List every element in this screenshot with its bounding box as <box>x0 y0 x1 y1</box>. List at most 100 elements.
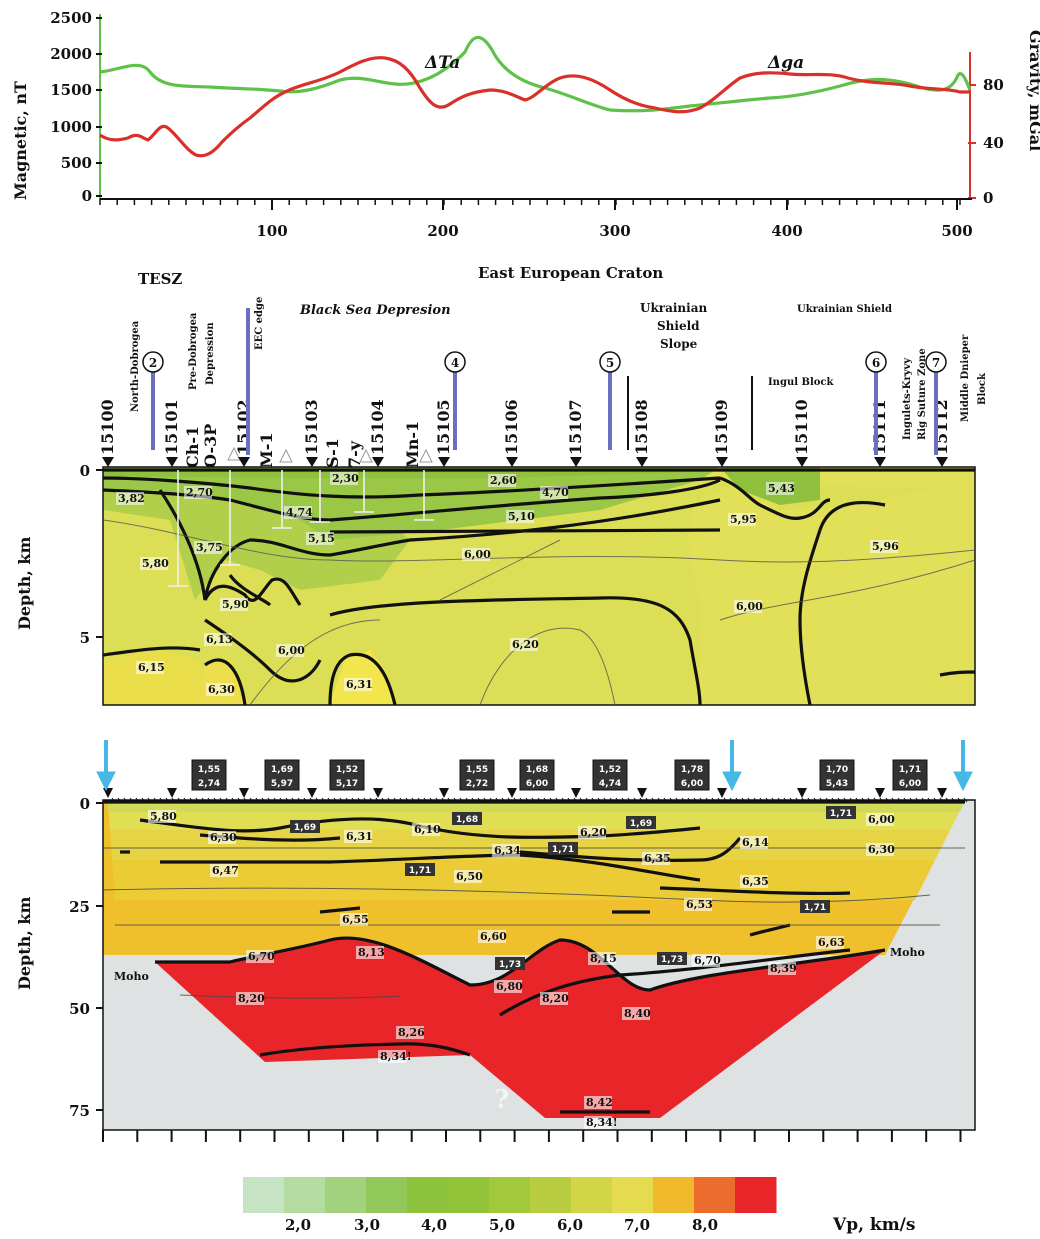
surface-hatch <box>651 797 656 803</box>
surface-hatch <box>507 797 512 803</box>
inline-density-box <box>548 842 578 855</box>
density-box <box>892 759 928 791</box>
surface-hatch <box>435 797 440 803</box>
inline-density-label: 1,71 <box>804 903 826 913</box>
surface-hatch <box>111 797 116 803</box>
density-box-bottom: 2,72 <box>466 779 488 789</box>
velocity-label-bg <box>306 532 334 545</box>
bottom-panel: Depth, km <box>15 740 976 1142</box>
surface-hatch <box>195 797 200 803</box>
velocity-label-bg <box>340 913 368 926</box>
top-panel: Magnetic, nT Gravity, mGal 0500100015002… <box>11 9 1040 240</box>
magnetic-axis-label: Magnetic, nT <box>11 81 30 200</box>
north-dobrogea-label: North-Dobrogea <box>130 320 141 412</box>
surface-hatch <box>495 797 500 803</box>
surface-hatch <box>351 797 356 803</box>
surface-hatch <box>735 797 740 803</box>
velocity-label: 6,31 <box>346 678 373 691</box>
surface-hatch <box>249 797 254 803</box>
gravity-tick-label: 80 <box>983 76 1004 94</box>
surface-hatch <box>129 797 134 803</box>
density-box-top: 1,52 <box>599 765 621 775</box>
density-box-top: 1,69 <box>271 765 293 775</box>
surface-hatch <box>837 797 842 803</box>
shield-slope-line1: Ukrainian <box>640 301 707 315</box>
velocity-label: 6,30 <box>208 683 235 696</box>
circle-marker-label: 5 <box>606 356 614 370</box>
velocity-label: 6,31 <box>346 830 373 843</box>
vertical-labels: North-Dobrogea Pre-Dobrogea Depression E… <box>130 297 988 440</box>
station-label: 15103 <box>302 399 321 455</box>
legend-ticks: 2,0 3,0 4,0 5,0 6,0 7,0 8,0 <box>285 1216 718 1234</box>
legend-tick-label: 3,0 <box>354 1216 380 1234</box>
station-markers: 15100 15101 15102 15103 15104 15105 15106 15107… <box>98 308 951 468</box>
surface-hatch <box>951 797 956 803</box>
surface-hatch <box>417 797 422 803</box>
surface-hatch <box>267 797 272 803</box>
surface-hatch <box>903 797 908 803</box>
velocity-label-bg <box>140 557 168 570</box>
velocity-label-bg <box>116 492 144 505</box>
circle-marker-label: 4 <box>451 356 459 370</box>
shield-slope-line2: Shield <box>657 319 700 333</box>
density-box <box>329 759 365 791</box>
velocity-label-bg <box>766 482 794 495</box>
velocity-label: 5,80 <box>150 810 177 823</box>
surface-hatch <box>777 797 782 803</box>
velocity-label-bg <box>642 852 670 865</box>
station-label: 15110 <box>792 399 811 455</box>
station-triangle <box>936 457 948 467</box>
gravity-tick-label: 40 <box>983 134 1004 152</box>
surface-hatch <box>315 797 320 803</box>
surface-hatch <box>621 797 626 803</box>
density-box-top: 1,71 <box>899 765 921 775</box>
velocity-label-bg <box>478 930 506 943</box>
velocity-label-bg <box>540 486 568 499</box>
surface-hatch <box>297 797 302 803</box>
surface-hatch <box>957 797 962 803</box>
surface-hatch <box>939 797 944 803</box>
velocity-label-bg <box>454 870 482 883</box>
velocity-label-bg <box>194 541 222 554</box>
moho-right-label: Moho <box>890 946 925 959</box>
surface-hatch <box>543 797 548 803</box>
bottom-station-triangle <box>797 788 807 798</box>
velocity-label: 5,90 <box>222 598 249 611</box>
surface-hatch <box>609 797 614 803</box>
question-mark: ? <box>494 1085 509 1115</box>
magnetic-curve-label: ΔTa <box>424 53 460 73</box>
velocity-label: 6,20 <box>580 826 607 839</box>
legend-swatch <box>489 1177 531 1213</box>
surface-hatch <box>789 797 794 803</box>
surface-hatch <box>411 797 416 803</box>
station-label: 15109 <box>712 399 731 455</box>
surface-hatch <box>693 797 698 803</box>
surface-hatch <box>807 797 812 803</box>
surface-hatch <box>855 797 860 803</box>
inline-density-label: 1,69 <box>294 823 316 833</box>
middle-velocity-labels: 3,82 2,70 3,75 5,80 4,74 5,15 2,30 2,60 4,70 5,10… <box>116 472 899 696</box>
circle-marker <box>599 351 621 373</box>
surface-hatch <box>639 797 644 803</box>
legend-swatch <box>530 1177 572 1213</box>
well-s1: S-1 <box>323 438 342 468</box>
surface-hatch <box>909 797 914 803</box>
inline-density-box <box>657 952 687 965</box>
surface-hatch <box>135 797 140 803</box>
density-box-top: 1,55 <box>466 765 488 775</box>
middle-depth-axis-label: Depth, km <box>15 537 34 630</box>
surface-hatch <box>711 797 716 803</box>
depression-label: Depression <box>205 322 216 385</box>
velocity-label: 2,60 <box>490 474 517 487</box>
velocity-label: 6,00 <box>736 600 763 613</box>
well-labels: Ch-1 O-3P M-1 S-1 7-y Mn-1 <box>183 421 422 468</box>
surface-hatch <box>255 797 260 803</box>
density-box <box>819 759 855 791</box>
bottom-depth-ticks: 0 25 50 75 <box>69 795 962 1142</box>
surface-hatch <box>669 797 674 803</box>
station-triangle <box>636 457 648 467</box>
surface-hatch <box>603 797 608 803</box>
station-triangle <box>570 457 582 467</box>
surface-hatch <box>387 797 392 803</box>
surface-hatch <box>165 797 170 803</box>
